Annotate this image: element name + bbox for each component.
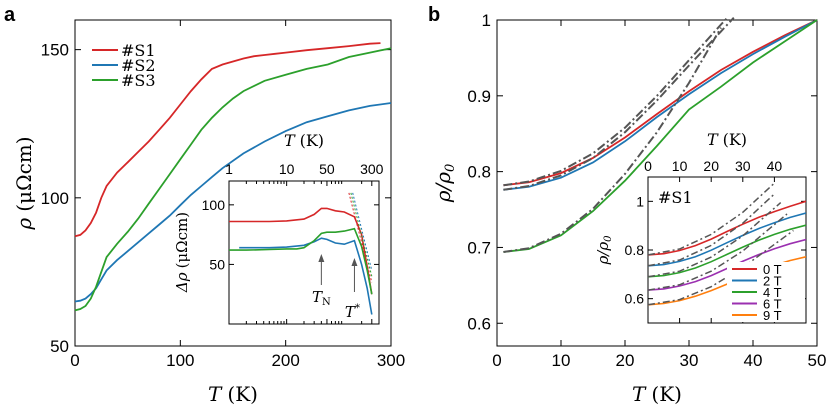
panel-a-xlabel-symbol: T [208, 382, 223, 406]
inset-a-ylabel: Δρ (μΩcm) [173, 212, 191, 293]
inset-b-ytick-label: 0.6 [625, 291, 645, 307]
panel-b-xlabel: T (K) [632, 382, 682, 406]
inset-b-xtick-label: 40 [767, 158, 783, 174]
panel-b-fit-line-0 [503, 17, 729, 187]
panel-a-xtick-label: 300 [377, 351, 405, 370]
inset-b-xlabel-symbol: T [707, 130, 719, 149]
inset-a-tstar-symbol: T [345, 303, 356, 321]
panel-b-series-line-2 [503, 19, 818, 253]
panel-b-xlabel-unit: (K) [651, 382, 682, 406]
inset-a-xtick-label: 1 [225, 161, 233, 177]
inset-a-xlabel: T (K) [284, 131, 324, 150]
panel-a-legend-label-1: #S2 [121, 56, 156, 75]
inset-b-legend-label-4: 9 T [763, 308, 782, 323]
inset-b-ylabel: ρ/ρ0 [594, 235, 614, 266]
inset-a-tstar-superscript: * [355, 303, 360, 314]
panel-b-ylabel-subscript: 0 [443, 164, 458, 172]
inset-b-legend-label-3: 6 T [763, 297, 782, 312]
inset-a-ylabel-unit: (μΩcm) [173, 212, 191, 269]
inset-a-ytick-label: 100 [202, 197, 226, 213]
inset-b-ylabel-text: ρ/ρ [594, 242, 612, 266]
panel-a-label: a [4, 4, 16, 26]
inset-b-legend-label-0: 0 T [763, 262, 782, 277]
inset-a-xtick-label: 10 [279, 161, 295, 177]
inset-b-series-line-0 [648, 200, 806, 256]
inset-a-ytick-label: 50 [209, 256, 225, 272]
panel-a-ytick-label: 100 [41, 189, 69, 208]
panel-b-ylabel-text: ρ/ρ [431, 172, 455, 203]
panel-a-ylabel-symbol: ρ [12, 218, 36, 231]
inset-b-ytick-label: 1 [636, 193, 644, 209]
panel-a-xtick-label: 0 [70, 351, 79, 370]
inset-b-ylabel-subscript: 0 [603, 235, 614, 242]
panel-b-label: b [428, 4, 440, 26]
inset-b-ytick-label: 0.8 [625, 242, 645, 258]
panel-a-legend-label-0: #S1 [121, 41, 156, 60]
inset-b-fit-line-2 [648, 202, 782, 278]
inset-a-tstar-arrowhead [351, 258, 358, 266]
inset-b-series-line-2 [648, 224, 806, 278]
inset-a-tn-arrowhead [318, 254, 325, 262]
panel-a-ytick-label: 50 [50, 337, 69, 356]
panel-b-ytick-label: 1 [482, 11, 491, 30]
inset-a-tn-subscript: N [322, 297, 331, 308]
inset-a-tn-label: TN [312, 288, 331, 308]
inset-a-xtick-label: 300 [360, 161, 384, 177]
panel-a-xtick-label: 200 [271, 351, 299, 370]
panel-b-ytick-label: 0.7 [467, 238, 491, 257]
inset-b-xtick-label: 0 [644, 158, 652, 174]
inset-a-series-line-1 [239, 237, 373, 315]
panel-a-xlabel: T (K) [208, 382, 258, 406]
inset-a-xtick-label: 50 [319, 161, 335, 177]
panel-b-ylabel: ρ/ρ0 [431, 164, 458, 204]
panel-a-xtick-label: 100 [166, 351, 194, 370]
panel-a-ylabel-unit: (μΩcm) [12, 136, 36, 211]
inset-b-legend-label-1: 2 T [763, 274, 782, 289]
panel-b-series-line-1 [503, 19, 818, 191]
panel-a-ytick-label: 150 [41, 41, 69, 60]
inset-b-xtick-label: 10 [672, 158, 688, 174]
panel-a-series-line-2 [74, 47, 392, 312]
inset-b-fit-line-0 [648, 182, 775, 256]
inset-a-xlabel-symbol: T [284, 131, 296, 150]
panel-b-xtick-label: 50 [808, 351, 827, 370]
inset-a-xlabel-unit: (K) [300, 131, 324, 150]
panel-b-ytick-label: 0.6 [467, 314, 491, 333]
inset-a-tn-symbol: T [312, 288, 323, 306]
inset-b-fit-line-3 [648, 213, 788, 291]
panel-b-frame [496, 19, 818, 347]
inset-a-tstar-label: T* [345, 303, 360, 321]
inset-a-ylabel-symbol: Δρ [173, 272, 191, 293]
panel-b-ytick-label: 0.9 [467, 87, 491, 106]
panel-b-fit-line-1 [503, 17, 735, 191]
panel-b-xlabel-symbol: T [632, 382, 647, 406]
inset-b-xtick-label: 20 [703, 158, 719, 174]
panel-b-fit-line-2 [503, 27, 722, 253]
panel-a-series-line-0 [74, 42, 381, 238]
inset-b-xtick-label: 30 [735, 158, 751, 174]
inset-b-xlabel: T (K) [707, 130, 747, 149]
inset-a-series-line-2 [229, 227, 373, 295]
inset-b-xlabel-unit: (K) [723, 130, 747, 149]
panel-b-xtick-label: 10 [552, 351, 571, 370]
inset-a-fit-line-0 [348, 192, 373, 283]
inset-b-title: #S1 [658, 188, 693, 207]
panel-b-xtick-label: 40 [744, 351, 763, 370]
panel-b-xtick-label: 0 [492, 351, 501, 370]
panel-a-legend-label-2: #S3 [121, 71, 156, 90]
panel-b-xtick-label: 30 [680, 351, 699, 370]
panel-b-xtick-label: 20 [616, 351, 635, 370]
panel-b-ytick-label: 0.8 [467, 163, 491, 182]
inset-b-fit-line-4 [648, 229, 794, 306]
inset-b-fit-line-1 [648, 193, 775, 267]
inset-b-legend-label-2: 4 T [763, 285, 782, 300]
panel-b-series-line-0 [503, 19, 818, 187]
inset-b-plot-area [648, 182, 806, 306]
panel-a-frame [74, 19, 392, 347]
inset-a-fit-line-2 [352, 192, 373, 271]
panel-a-ylabel: ρ (μΩcm) [12, 136, 36, 230]
panel-a-xlabel-unit: (K) [227, 382, 258, 406]
inset-a-series-line-0 [229, 207, 373, 295]
